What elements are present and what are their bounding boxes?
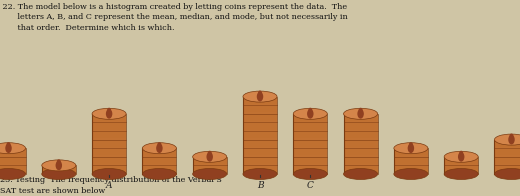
Polygon shape [193,157,227,174]
Ellipse shape [408,143,414,153]
Text: 23. Testing  The frequency distribution of the Verbal S
SAT test are shown below: 23. Testing The frequency distribution o… [0,177,222,195]
Text: B: B [257,181,263,190]
Ellipse shape [308,108,312,112]
Ellipse shape [307,109,314,119]
Ellipse shape [508,135,515,144]
Polygon shape [142,148,176,174]
Ellipse shape [0,169,25,180]
Polygon shape [293,114,327,174]
Polygon shape [243,97,277,174]
Polygon shape [444,157,478,174]
Ellipse shape [42,169,76,180]
Ellipse shape [92,108,126,119]
Text: C: C [307,181,314,190]
Ellipse shape [394,143,428,154]
Polygon shape [394,148,428,174]
Ellipse shape [357,109,364,119]
Text: 22. The model below is a histogram created by letting coins represent the data. : 22. The model below is a histogram creat… [0,3,348,32]
Ellipse shape [510,133,513,138]
Ellipse shape [158,142,161,146]
Polygon shape [0,148,25,174]
Ellipse shape [344,169,378,180]
Ellipse shape [458,152,464,162]
Text: A: A [106,181,112,190]
Ellipse shape [459,151,463,155]
Ellipse shape [444,151,478,162]
Ellipse shape [495,169,520,180]
Ellipse shape [243,91,277,102]
Polygon shape [42,165,76,174]
Ellipse shape [495,134,520,145]
Ellipse shape [293,169,327,180]
Ellipse shape [106,109,112,119]
Ellipse shape [359,108,362,112]
Ellipse shape [444,169,478,180]
Ellipse shape [409,142,413,146]
Ellipse shape [344,108,378,119]
Ellipse shape [107,108,111,112]
Ellipse shape [142,169,176,180]
Ellipse shape [206,152,213,162]
Ellipse shape [208,151,212,155]
Ellipse shape [142,143,176,154]
Ellipse shape [394,169,428,180]
Ellipse shape [42,160,76,171]
Ellipse shape [243,169,277,180]
Ellipse shape [92,169,126,180]
Ellipse shape [56,161,62,170]
Ellipse shape [193,151,227,162]
Ellipse shape [7,142,10,146]
Ellipse shape [257,92,263,102]
Ellipse shape [5,143,12,153]
Ellipse shape [0,143,25,154]
Polygon shape [92,114,126,174]
Ellipse shape [193,169,227,180]
Ellipse shape [57,159,61,164]
Ellipse shape [293,108,327,119]
Polygon shape [495,140,520,174]
Ellipse shape [258,91,262,95]
Polygon shape [344,114,378,174]
Ellipse shape [156,143,163,153]
